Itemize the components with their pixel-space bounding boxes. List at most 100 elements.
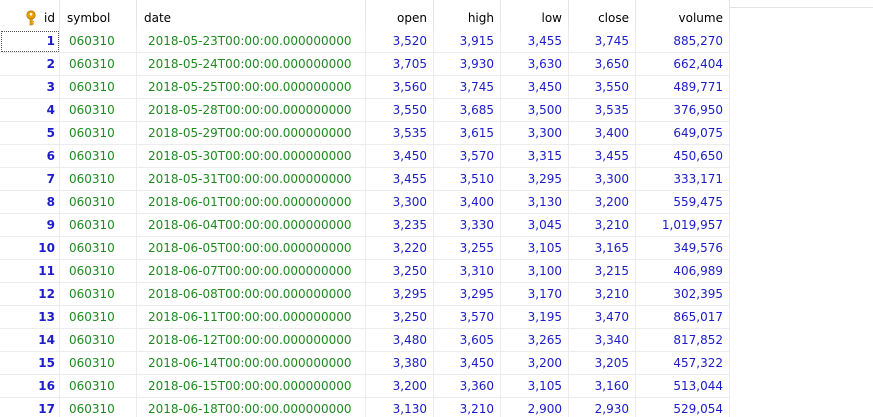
cell-open[interactable]: 3,235 bbox=[366, 214, 434, 237]
cell-id[interactable]: 1 bbox=[0, 30, 60, 53]
cell-volume[interactable]: 489,771 bbox=[636, 76, 730, 99]
cell-close[interactable]: 3,535 bbox=[569, 99, 636, 122]
cell-id[interactable]: 16 bbox=[0, 375, 60, 398]
cell-high[interactable]: 3,745 bbox=[434, 76, 501, 99]
cell-volume[interactable]: 529,054 bbox=[636, 398, 730, 417]
cell-volume[interactable]: 349,576 bbox=[636, 237, 730, 260]
cell-low[interactable]: 3,105 bbox=[501, 375, 569, 398]
cell-id[interactable]: 4 bbox=[0, 99, 60, 122]
cell-date[interactable]: 2018-05-29T00:00:00.000000000 bbox=[137, 122, 366, 145]
cell-symbol[interactable]: 060310 bbox=[60, 375, 137, 398]
cell-date[interactable]: 2018-05-25T00:00:00.000000000 bbox=[137, 76, 366, 99]
column-header-volume[interactable]: volume bbox=[636, 0, 730, 30]
column-header-id[interactable]: id bbox=[0, 0, 60, 30]
cell-close[interactable]: 3,455 bbox=[569, 145, 636, 168]
cell-volume[interactable]: 302,395 bbox=[636, 283, 730, 306]
cell-open[interactable]: 3,220 bbox=[366, 237, 434, 260]
cell-volume[interactable]: 457,322 bbox=[636, 352, 730, 375]
cell-id[interactable]: 17 bbox=[0, 398, 60, 417]
cell-symbol[interactable]: 060310 bbox=[60, 30, 137, 53]
cell-id[interactable]: 7 bbox=[0, 168, 60, 191]
column-header-date[interactable]: date bbox=[137, 0, 366, 30]
cell-close[interactable]: 3,745 bbox=[569, 30, 636, 53]
cell-high[interactable]: 3,570 bbox=[434, 145, 501, 168]
table-row[interactable]: 6 060310 2018-05-30T00:00:00.000000000 3,45… bbox=[0, 145, 730, 168]
cell-open[interactable]: 3,380 bbox=[366, 352, 434, 375]
column-header-high[interactable]: high bbox=[434, 0, 501, 30]
cell-close[interactable]: 3,215 bbox=[569, 260, 636, 283]
cell-date[interactable]: 2018-06-07T00:00:00.000000000 bbox=[137, 260, 366, 283]
table-row[interactable]: 14 060310 2018-06-12T00:00:00.000000000 3,4… bbox=[0, 329, 730, 352]
cell-symbol[interactable]: 060310 bbox=[60, 145, 137, 168]
cell-symbol[interactable]: 060310 bbox=[60, 99, 137, 122]
cell-volume[interactable]: 817,852 bbox=[636, 329, 730, 352]
cell-high[interactable]: 3,330 bbox=[434, 214, 501, 237]
cell-date[interactable]: 2018-05-24T00:00:00.000000000 bbox=[137, 53, 366, 76]
cell-high[interactable]: 3,210 bbox=[434, 398, 501, 417]
cell-volume[interactable]: 406,989 bbox=[636, 260, 730, 283]
cell-high[interactable]: 3,255 bbox=[434, 237, 501, 260]
cell-high[interactable]: 3,930 bbox=[434, 53, 501, 76]
cell-open[interactable]: 3,705 bbox=[366, 53, 434, 76]
cell-symbol[interactable]: 060310 bbox=[60, 306, 137, 329]
column-header-symbol[interactable]: symbol bbox=[60, 0, 137, 30]
cell-id[interactable]: 13 bbox=[0, 306, 60, 329]
cell-low[interactable]: 3,315 bbox=[501, 145, 569, 168]
cell-open[interactable]: 3,480 bbox=[366, 329, 434, 352]
cell-open[interactable]: 3,200 bbox=[366, 375, 434, 398]
cell-high[interactable]: 3,605 bbox=[434, 329, 501, 352]
cell-date[interactable]: 2018-05-30T00:00:00.000000000 bbox=[137, 145, 366, 168]
cell-close[interactable]: 3,200 bbox=[569, 191, 636, 214]
cell-low[interactable]: 2,900 bbox=[501, 398, 569, 417]
cell-high[interactable]: 3,310 bbox=[434, 260, 501, 283]
cell-date[interactable]: 2018-05-28T00:00:00.000000000 bbox=[137, 99, 366, 122]
column-header-low[interactable]: low bbox=[501, 0, 569, 30]
cell-high[interactable]: 3,360 bbox=[434, 375, 501, 398]
column-header-open[interactable]: open bbox=[366, 0, 434, 30]
cell-date[interactable]: 2018-06-05T00:00:00.000000000 bbox=[137, 237, 366, 260]
cell-high[interactable]: 3,450 bbox=[434, 352, 501, 375]
cell-open[interactable]: 3,450 bbox=[366, 145, 434, 168]
cell-id[interactable]: 9 bbox=[0, 214, 60, 237]
cell-symbol[interactable]: 060310 bbox=[60, 191, 137, 214]
table-row[interactable]: 3 060310 2018-05-25T00:00:00.000000000 3,56… bbox=[0, 76, 730, 99]
cell-volume[interactable]: 1,019,957 bbox=[636, 214, 730, 237]
table-row[interactable]: 16 060310 2018-06-15T00:00:00.000000000 3,2… bbox=[0, 375, 730, 398]
cell-date[interactable]: 2018-06-01T00:00:00.000000000 bbox=[137, 191, 366, 214]
cell-close[interactable]: 3,400 bbox=[569, 122, 636, 145]
table-row[interactable]: 17 060310 2018-06-18T00:00:00.000000000 3,1… bbox=[0, 398, 730, 417]
cell-open[interactable]: 3,455 bbox=[366, 168, 434, 191]
cell-date[interactable]: 2018-06-14T00:00:00.000000000 bbox=[137, 352, 366, 375]
cell-low[interactable]: 3,300 bbox=[501, 122, 569, 145]
cell-id[interactable]: 3 bbox=[0, 76, 60, 99]
cell-volume[interactable]: 450,650 bbox=[636, 145, 730, 168]
cell-open[interactable]: 3,130 bbox=[366, 398, 434, 417]
cell-low[interactable]: 3,130 bbox=[501, 191, 569, 214]
cell-open[interactable]: 3,250 bbox=[366, 306, 434, 329]
cell-symbol[interactable]: 060310 bbox=[60, 352, 137, 375]
cell-symbol[interactable]: 060310 bbox=[60, 122, 137, 145]
cell-open[interactable]: 3,560 bbox=[366, 76, 434, 99]
cell-open[interactable]: 3,250 bbox=[366, 260, 434, 283]
cell-id[interactable]: 14 bbox=[0, 329, 60, 352]
cell-low[interactable]: 3,105 bbox=[501, 237, 569, 260]
cell-date[interactable]: 2018-06-11T00:00:00.000000000 bbox=[137, 306, 366, 329]
column-header-close[interactable]: close bbox=[569, 0, 636, 30]
cell-date[interactable]: 2018-06-04T00:00:00.000000000 bbox=[137, 214, 366, 237]
cell-symbol[interactable]: 060310 bbox=[60, 168, 137, 191]
cell-low[interactable]: 3,200 bbox=[501, 352, 569, 375]
table-row[interactable]: 10 060310 2018-06-05T00:00:00.000000000 3,2… bbox=[0, 237, 730, 260]
cell-close[interactable]: 3,300 bbox=[569, 168, 636, 191]
cell-id[interactable]: 5 bbox=[0, 122, 60, 145]
cell-symbol[interactable]: 060310 bbox=[60, 260, 137, 283]
cell-volume[interactable]: 865,017 bbox=[636, 306, 730, 329]
cell-high[interactable]: 3,915 bbox=[434, 30, 501, 53]
cell-volume[interactable]: 376,950 bbox=[636, 99, 730, 122]
cell-close[interactable]: 3,470 bbox=[569, 306, 636, 329]
cell-volume[interactable]: 885,270 bbox=[636, 30, 730, 53]
cell-id[interactable]: 10 bbox=[0, 237, 60, 260]
cell-low[interactable]: 3,100 bbox=[501, 260, 569, 283]
cell-date[interactable]: 2018-06-12T00:00:00.000000000 bbox=[137, 329, 366, 352]
cell-low[interactable]: 3,195 bbox=[501, 306, 569, 329]
